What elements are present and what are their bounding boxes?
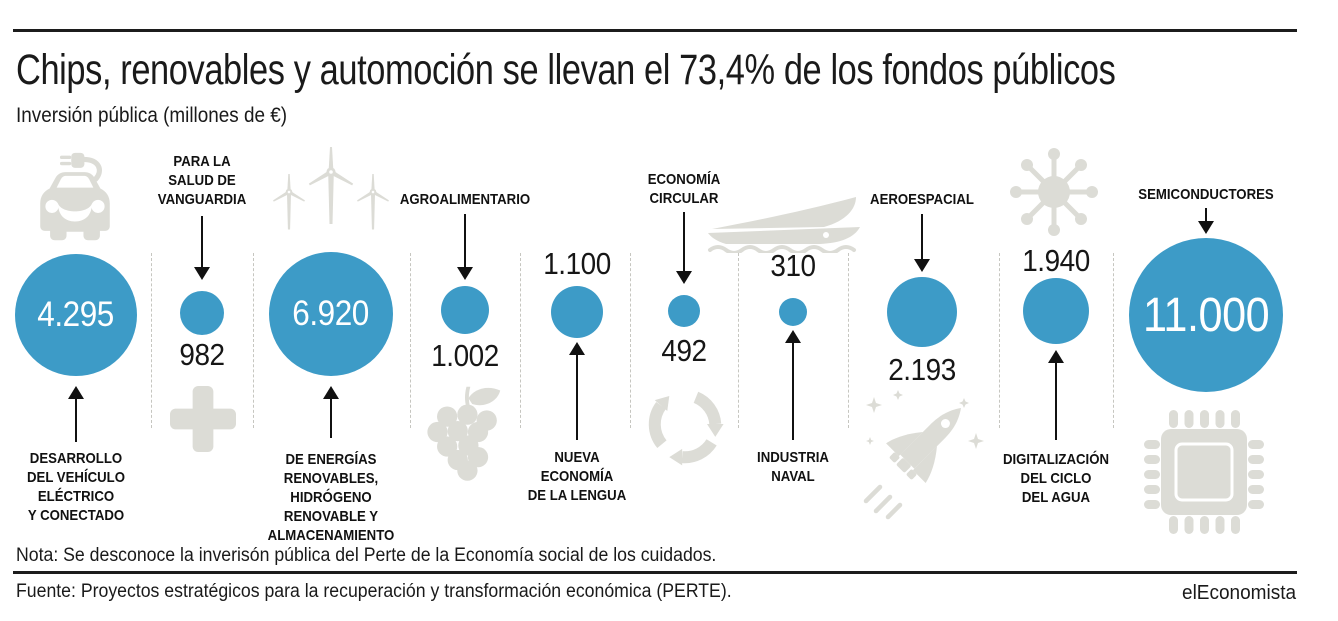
arrow-down xyxy=(457,214,473,280)
page-subtitle: Inversión pública (millones de €) xyxy=(16,104,288,127)
separator-line xyxy=(738,253,739,428)
category-label-semiconductores: SEMICONDUCTORES xyxy=(1138,186,1274,203)
bubble-value: 4.295 xyxy=(37,295,115,334)
bubble-circular xyxy=(668,295,700,327)
footnote: Nota: Se desconoce la inverisón pública … xyxy=(16,545,717,566)
separator-line xyxy=(253,253,254,428)
medical-cross-icon xyxy=(170,386,236,452)
bubble-salud xyxy=(180,291,224,335)
category-label-salud: PARA LA SALUD DE VANGUARDIA xyxy=(157,153,247,208)
bubble-semiconductores: 11.000 xyxy=(1129,238,1283,392)
category-label-renovables: DE ENERGÍAS RENOVABLES, HIDRÓGENO RENOVA… xyxy=(267,451,395,544)
bubble-renovables: 6.920 xyxy=(269,252,393,376)
water-network-icon xyxy=(1010,148,1098,236)
bubble-aeroespacial xyxy=(887,277,957,347)
grapes-icon xyxy=(427,386,501,481)
source-credit: Fuente: Proyectos estratégicos para la r… xyxy=(16,581,732,602)
arrow-up xyxy=(569,342,585,440)
arrow-up xyxy=(323,386,339,438)
value-salud: 982 xyxy=(179,337,225,372)
separator-line xyxy=(999,253,1000,428)
separator-line xyxy=(151,253,152,428)
category-label-aeroespacial: AEROESPACIAL xyxy=(870,191,974,208)
category-label-agua: DIGITALIZACIÓN DEL CICLO DEL AGUA xyxy=(1002,451,1110,506)
separator-line xyxy=(630,253,631,428)
arrow-up xyxy=(68,386,84,442)
category-label-vehiculo: DESARROLLO DEL VEHÍCULO ELÉCTRICO Y CONE… xyxy=(26,450,126,524)
separator-line xyxy=(410,253,411,428)
category-label-naval: INDUSTRIA NAVAL xyxy=(757,449,829,485)
bubble-value: 6.920 xyxy=(292,294,370,333)
bubble-value: 11.000 xyxy=(1142,288,1270,342)
page-title: Chips, renovables y automoción se llevan… xyxy=(16,46,1116,94)
arrow-up xyxy=(1048,350,1064,440)
recycle-icon xyxy=(648,391,724,466)
category-label-circular: ECONOMÍA CIRCULAR xyxy=(647,171,721,207)
yacht-icon xyxy=(708,197,860,253)
arrow-up xyxy=(785,330,801,440)
arrow-down xyxy=(1198,208,1214,234)
separator-line xyxy=(520,253,521,428)
value-naval: 310 xyxy=(770,248,816,283)
bubble-naval xyxy=(779,298,807,326)
separator-line xyxy=(1113,253,1114,428)
arrow-down xyxy=(914,214,930,272)
value-agua: 1.940 xyxy=(1022,243,1090,278)
value-circular: 492 xyxy=(661,333,707,368)
arrow-down xyxy=(194,216,210,280)
top-rule xyxy=(13,29,1297,32)
bubble-agua xyxy=(1023,278,1089,344)
arrow-down xyxy=(676,212,692,284)
value-aeroespacial: 2.193 xyxy=(888,352,956,387)
bubble-lengua xyxy=(551,286,603,338)
bubble-vehiculo-electrico: 4.295 xyxy=(15,254,137,376)
chip-icon xyxy=(1144,410,1264,534)
value-lengua: 1.100 xyxy=(543,246,611,281)
bubble-agro xyxy=(441,286,489,334)
category-label-lengua: NUEVA ECONOMÍA DE LA LENGUA xyxy=(527,449,627,504)
separator-line xyxy=(848,253,849,428)
electric-car-icon xyxy=(40,152,110,241)
space-shuttle-icon xyxy=(863,390,984,520)
category-label-agro: AGROALIMENTARIO xyxy=(399,191,531,208)
brand-logo: elEconomista xyxy=(1181,582,1296,604)
wind-turbines-icon xyxy=(273,147,389,230)
value-agro: 1.002 xyxy=(431,338,499,373)
bottom-rule xyxy=(13,571,1297,574)
